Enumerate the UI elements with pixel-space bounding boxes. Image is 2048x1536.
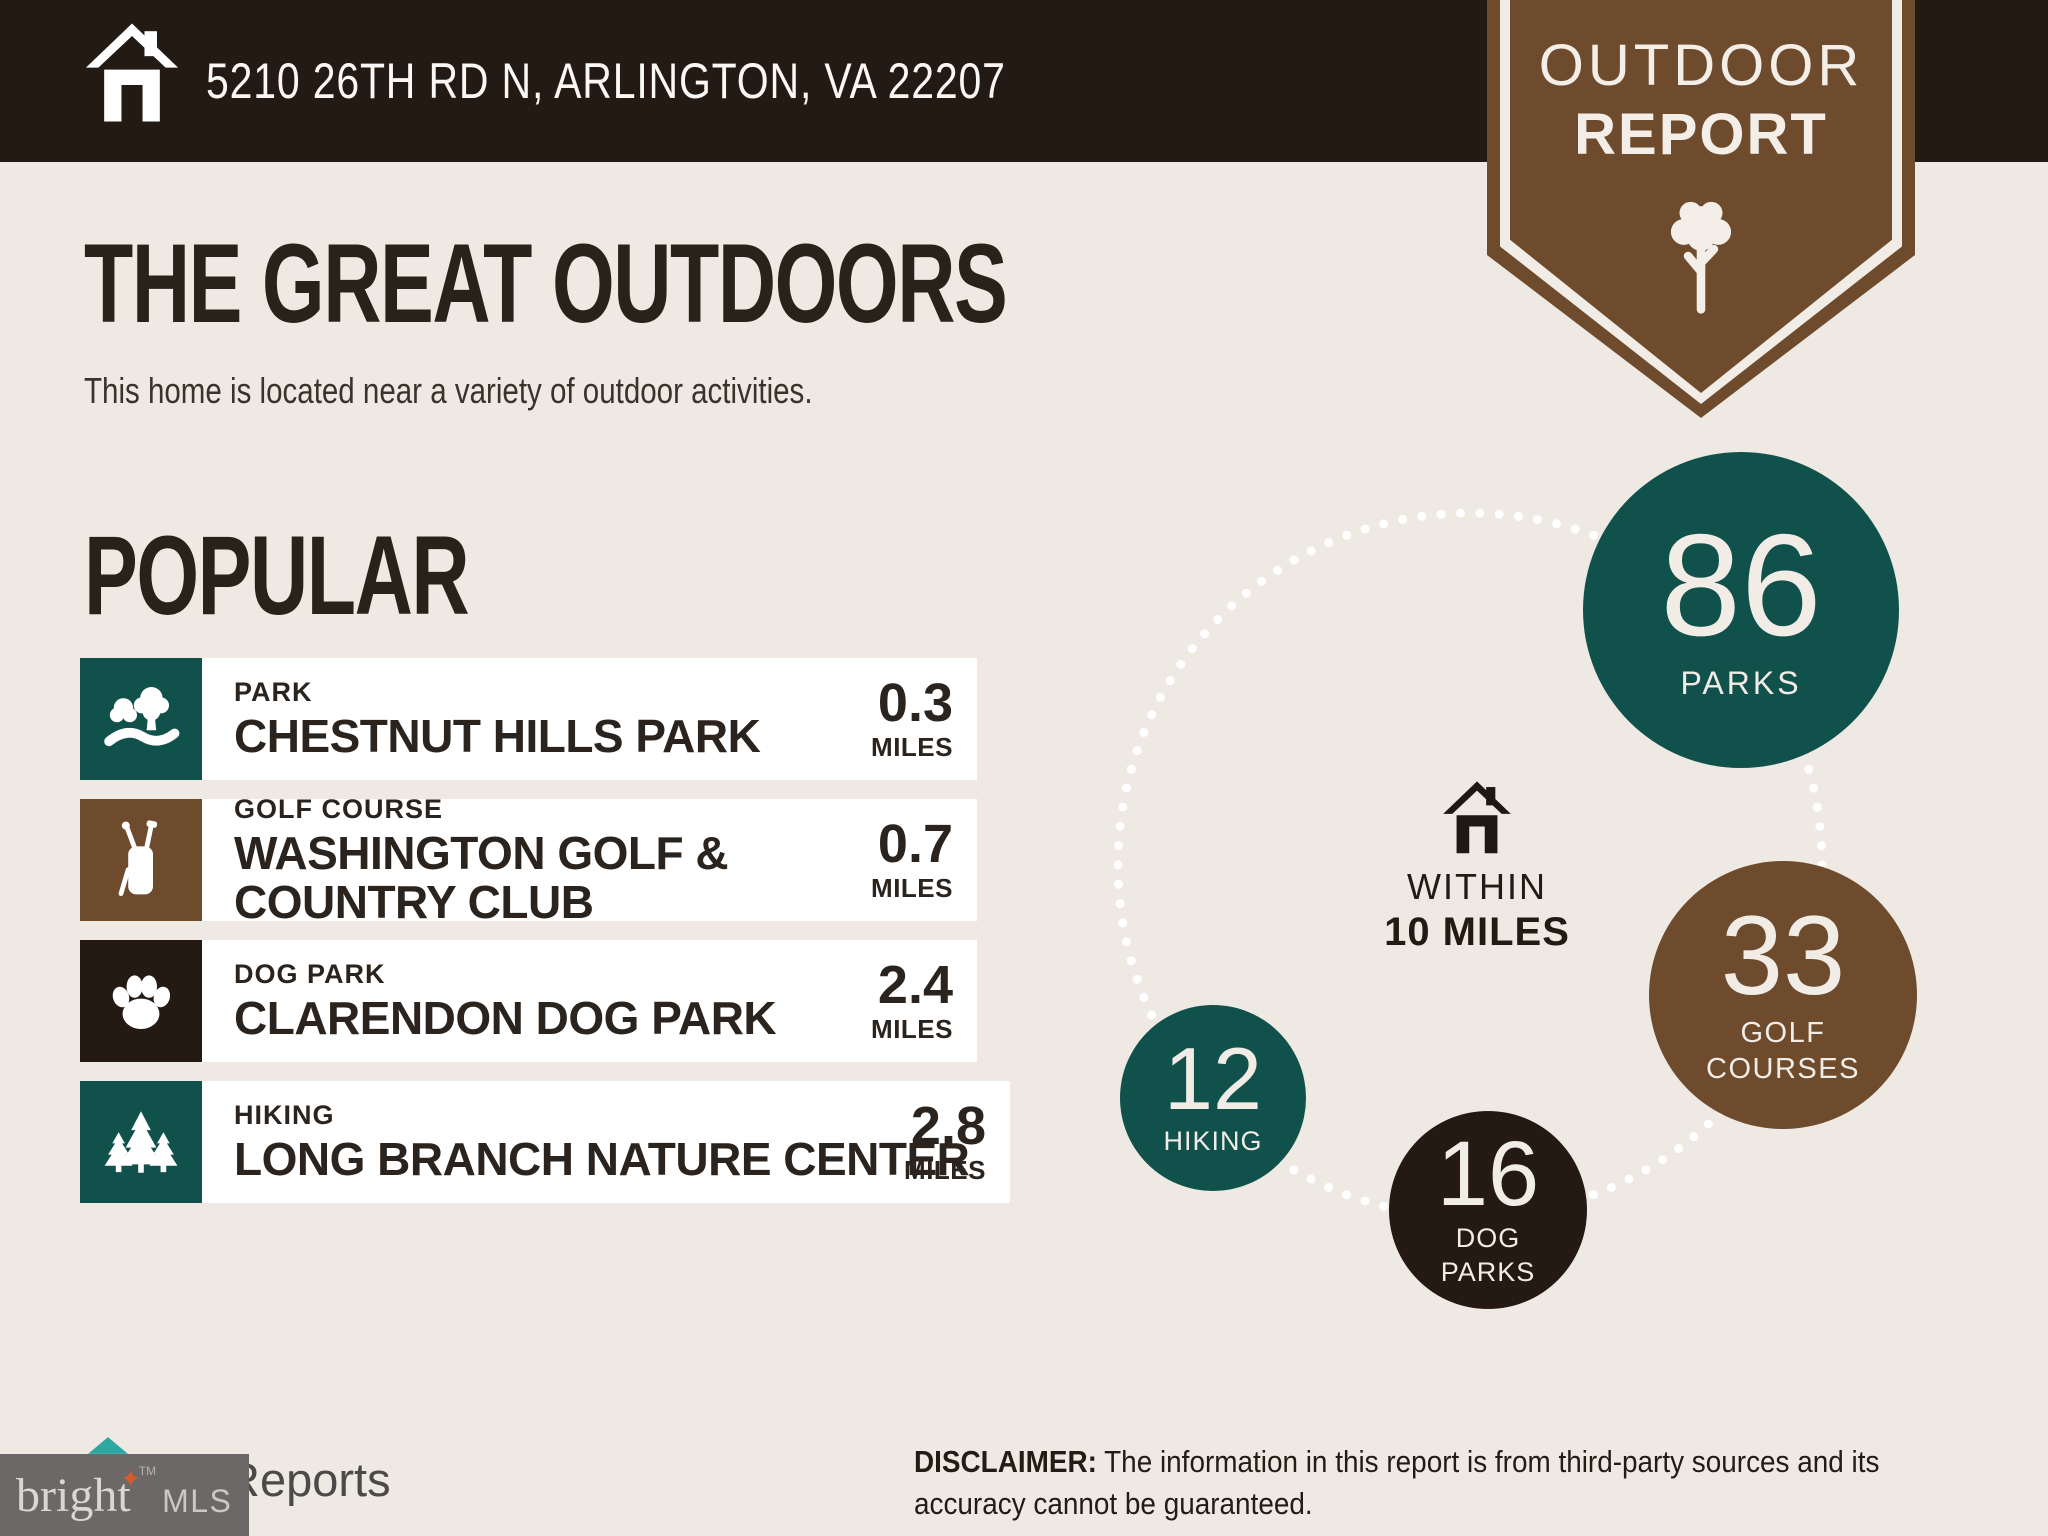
park-icon	[104, 687, 180, 747]
bubble-value: 86	[1660, 504, 1822, 667]
item-body: GOLF COURSE WASHINGTON GOLF & COUNTRY CL…	[202, 794, 977, 926]
item-text: HIKING LONG BRANCH NATURE CENTER	[234, 1100, 970, 1186]
item-name: CHESTNUT HILLS PARK	[234, 710, 761, 763]
disclaimer-label: DISCLAIMER:	[914, 1444, 1097, 1479]
popular-list: PARK CHESTNUT HILLS PARK 0.3 MILES GOLF …	[80, 658, 1010, 1222]
bubble-label-line2: COURSES	[1706, 1053, 1860, 1086]
bubble-golf-courses: 33 GOLF COURSES	[1649, 861, 1917, 1129]
bubble-label: HIKING	[1163, 1125, 1263, 1156]
list-item-dog-park: DOG PARK CLARENDON DOG PARK 2.4 MILES	[80, 940, 977, 1062]
item-distance-unit: MILES	[904, 1154, 986, 1185]
pine-trees-icon	[104, 1111, 178, 1173]
item-distance-value: 0.3	[877, 672, 953, 733]
bubble-label-line1: GOLF	[1740, 1016, 1826, 1049]
house-icon	[1443, 781, 1511, 854]
item-distance-value: 0.7	[877, 813, 953, 874]
item-distance: 2.8 MILES	[874, 1099, 986, 1186]
badge-content: OUTDOOR REPORT	[1487, 0, 1915, 418]
item-name: LONG BRANCH NATURE CENTER	[234, 1133, 970, 1186]
page-subtitle: This home is located near a variety of o…	[84, 370, 813, 411]
list-item-golf-course: GOLF COURSE WASHINGTON GOLF & COUNTRY CL…	[80, 794, 977, 926]
brand-mls-label: MLS	[162, 1482, 233, 1519]
paw-icon	[112, 975, 171, 1029]
item-category: HIKING	[234, 1100, 335, 1131]
item-text: PARK CHESTNUT HILLS PARK	[234, 677, 761, 763]
badge-title-line2: REPORT	[1574, 102, 1828, 167]
list-item-park: PARK CHESTNUT HILLS PARK 0.3 MILES	[80, 658, 977, 780]
bubble-value: 12	[1164, 1029, 1262, 1129]
home-icon	[85, 23, 179, 122]
item-icon-box	[80, 940, 202, 1062]
item-body: DOG PARK CLARENDON DOG PARK 2.4 MILES	[202, 940, 977, 1062]
item-text: DOG PARK CLARENDON DOG PARK	[234, 959, 777, 1045]
page-title: THE GREAT OUTDOORS	[84, 221, 1008, 346]
within-distance: 10 MILES	[1384, 910, 1570, 954]
bubble-label-line2: PARKS	[1440, 1256, 1536, 1287]
outdoor-report-badge: OUTDOOR REPORT	[1487, 0, 1915, 418]
brand-overlap-text: Reports	[226, 1453, 391, 1506]
item-distance-value: 2.8	[910, 1095, 986, 1156]
brand-trademark: TM	[138, 1464, 157, 1478]
property-address: 5210 26TH RD N, ARLINGTON, VA 22207	[206, 53, 1006, 109]
tree-icon	[1670, 201, 1732, 314]
item-distance: 0.3 MILES	[841, 676, 953, 763]
item-category: DOG PARK	[234, 959, 386, 990]
disclaimer-text: The information in this report is from t…	[914, 1444, 1880, 1521]
brand-watermark: bright ✦ TM MLS	[0, 1454, 249, 1536]
bubble-label: DOG PARKS	[1441, 1222, 1536, 1290]
bubble-dog-parks: 16 DOG PARKS	[1389, 1111, 1587, 1309]
brand-name: bright	[16, 1468, 131, 1522]
bubble-value: 33	[1720, 892, 1846, 1018]
item-name: WASHINGTON GOLF & COUNTRY CLUB	[234, 827, 729, 928]
item-distance-unit: MILES	[871, 731, 953, 762]
item-body: HIKING LONG BRANCH NATURE CENTER 2.8 MIL…	[202, 1081, 1010, 1203]
golf-bag-icon	[118, 820, 158, 896]
brand-star-icon: ✦	[120, 1465, 141, 1493]
badge-title-line1: OUTDOOR	[1538, 33, 1864, 98]
brand-roof-icon	[88, 1437, 128, 1454]
within-label: WITHIN	[1407, 866, 1547, 907]
item-name: CLARENDON DOG PARK	[234, 992, 777, 1045]
item-distance-unit: MILES	[871, 1013, 953, 1044]
item-icon-box	[80, 799, 202, 921]
item-icon-box	[80, 658, 202, 780]
item-distance: 2.4 MILES	[841, 958, 953, 1045]
bubble-value: 16	[1436, 1122, 1540, 1225]
bubble-parks: 86 PARKS	[1583, 452, 1899, 768]
bubble-hiking: 12 HIKING	[1120, 1005, 1306, 1191]
item-icon-box	[80, 1081, 202, 1203]
item-text: GOLF COURSE WASHINGTON GOLF & COUNTRY CL…	[234, 794, 841, 926]
list-item-hiking: HIKING LONG BRANCH NATURE CENTER 2.8 MIL…	[80, 1081, 1010, 1203]
item-distance: 0.7 MILES	[841, 817, 953, 904]
item-category: GOLF COURSE	[234, 794, 444, 825]
popular-heading: POPULAR	[84, 513, 470, 638]
item-distance-unit: MILES	[871, 872, 953, 903]
disclaimer: DISCLAIMER: The information in this repo…	[914, 1441, 1994, 1525]
item-category: PARK	[234, 677, 313, 708]
bubble-label: GOLF COURSES	[1706, 1015, 1860, 1088]
item-body: PARK CHESTNUT HILLS PARK 0.3 MILES	[202, 658, 977, 780]
item-distance-value: 2.4	[877, 954, 953, 1015]
bubble-label: PARKS	[1680, 664, 1802, 701]
bubble-label-line1: DOG	[1455, 1222, 1521, 1253]
